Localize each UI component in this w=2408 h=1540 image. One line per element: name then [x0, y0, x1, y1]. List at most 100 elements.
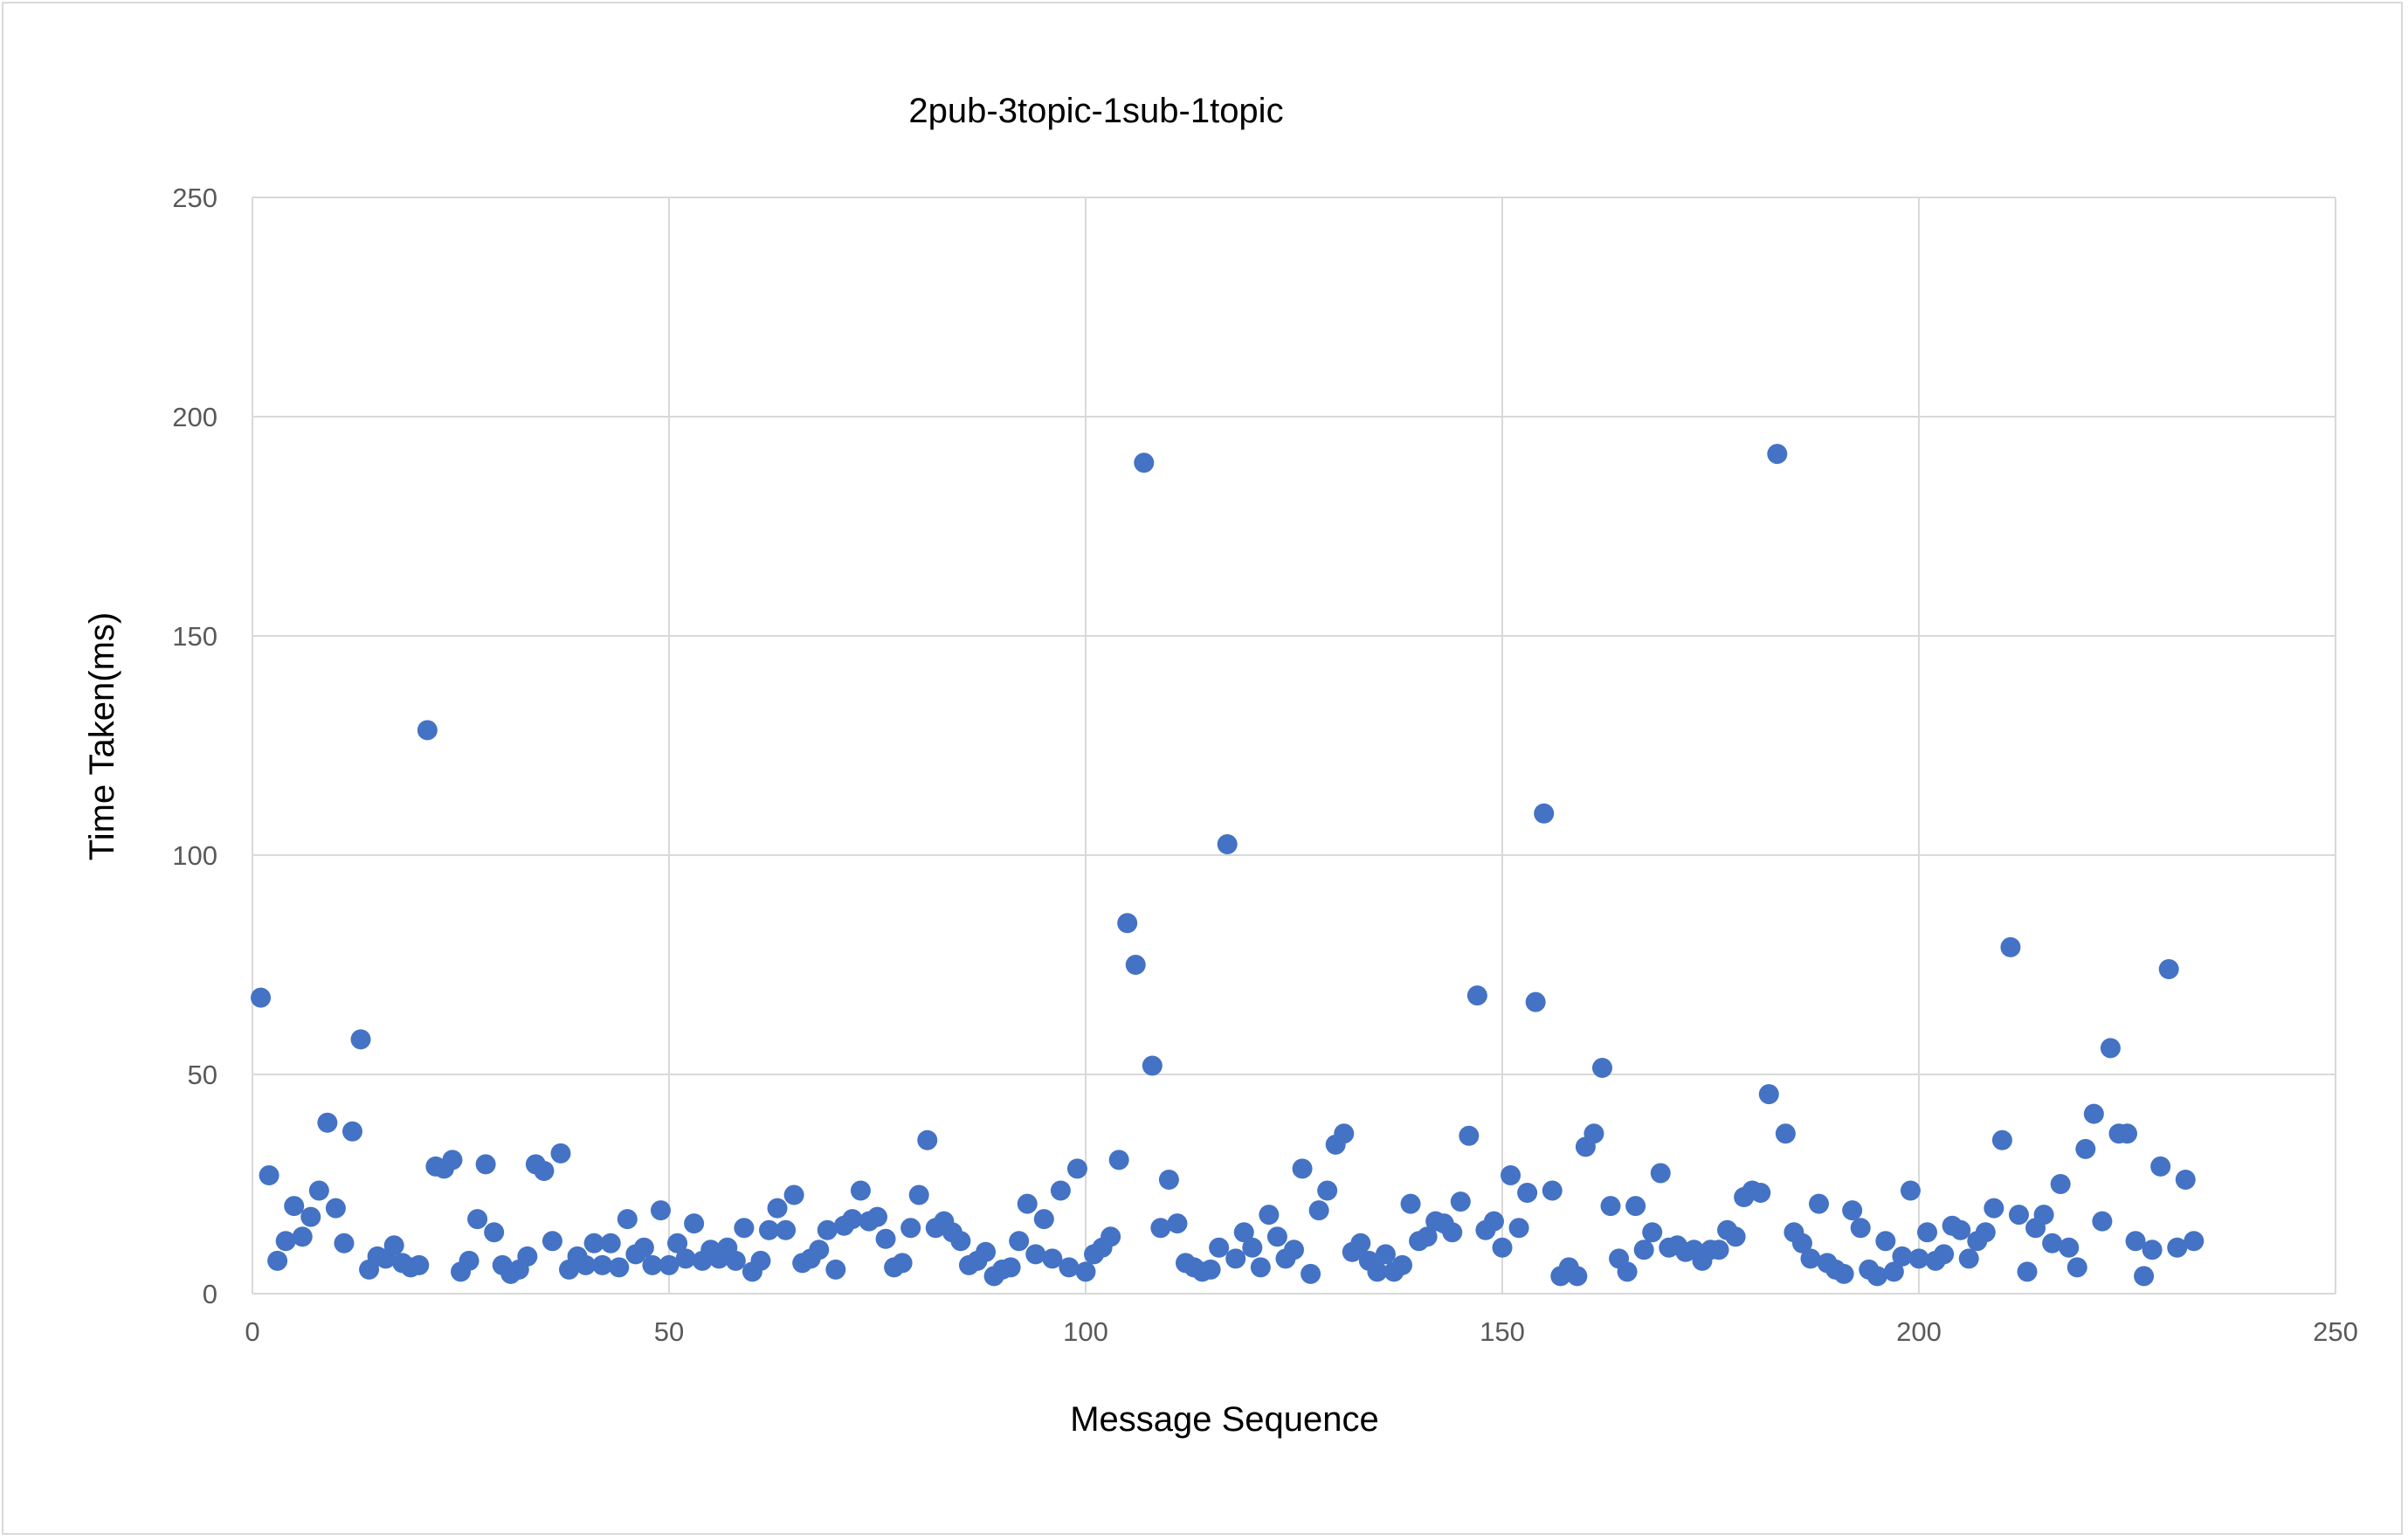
data-point [1417, 1226, 1438, 1247]
data-point [842, 1209, 863, 1230]
data-point [1150, 1218, 1171, 1239]
data-point [1301, 1263, 1321, 1284]
x-axis-title: Message Sequence [1070, 1400, 1379, 1439]
data-point [1292, 1158, 1313, 1179]
data-point [1400, 1193, 1421, 1214]
data-point [1466, 985, 1487, 1006]
data-point [1167, 1213, 1188, 1234]
data-point [1200, 1259, 1221, 1280]
data-point [650, 1200, 671, 1221]
data-point [467, 1209, 488, 1230]
data-point [1059, 1257, 1080, 1278]
data-point [825, 1259, 846, 1280]
data-point [617, 1209, 638, 1230]
y-tick-labels: 0 50 100 150 200 250 [172, 183, 217, 1309]
data-point [284, 1196, 305, 1217]
data-point [1600, 1196, 1621, 1217]
data-point [1125, 955, 1146, 975]
data-point [275, 1231, 296, 1252]
data-point [2150, 1156, 2171, 1177]
data-point [2134, 1266, 2155, 1287]
data-point [1833, 1263, 1854, 1284]
data-point [1908, 1248, 1929, 1269]
data-point [383, 1235, 404, 1256]
data-point [1066, 1158, 1087, 1179]
data-point [2000, 936, 2021, 957]
data-point [1534, 803, 1555, 824]
data-point [1459, 1125, 1480, 1146]
x-tick-label: 50 [654, 1316, 684, 1347]
data-point [1009, 1231, 1030, 1252]
data-point [350, 1029, 371, 1050]
data-point [867, 1206, 887, 1227]
data-point [1650, 1163, 1671, 1184]
data-point [750, 1250, 771, 1271]
data-point [1334, 1123, 1355, 1144]
data-point [308, 1180, 329, 1201]
data-point [1450, 1191, 1471, 1212]
data-point [1767, 444, 1788, 465]
x-tick-label: 200 [1896, 1316, 1942, 1347]
data-point [550, 1143, 571, 1164]
data-point [1225, 1248, 1246, 1269]
data-points [251, 444, 2204, 1287]
data-point [334, 1233, 355, 1253]
data-point [1525, 991, 1546, 1012]
data-point [1642, 1222, 1663, 1243]
data-point [950, 1231, 971, 1252]
data-point [2117, 1123, 2137, 1144]
gridlines [252, 197, 2336, 1295]
data-point [633, 1237, 654, 1258]
data-point [1791, 1233, 1812, 1253]
data-point [2042, 1233, 2063, 1253]
data-point [2100, 1038, 2121, 1059]
data-point [675, 1248, 696, 1269]
data-point [1000, 1257, 1021, 1278]
data-point [1033, 1209, 1054, 1230]
data-point [684, 1213, 705, 1234]
data-point [1866, 1266, 1887, 1287]
data-point [600, 1233, 621, 1253]
data-point [1284, 1240, 1304, 1260]
chart-title: 2pub-3topic-1sub-1topic [908, 92, 1283, 130]
data-point [1809, 1193, 1830, 1214]
data-point [267, 1250, 288, 1271]
data-point [417, 720, 438, 741]
data-point [1392, 1254, 1413, 1275]
data-point [1542, 1180, 1563, 1201]
data-point [2167, 1237, 2188, 1258]
data-point [1758, 1084, 1779, 1105]
data-point [442, 1150, 463, 1171]
data-point [1900, 1180, 1921, 1201]
data-point [809, 1240, 830, 1260]
data-point [659, 1254, 680, 1275]
data-point [667, 1233, 688, 1253]
data-point [1625, 1196, 1646, 1217]
data-point [976, 1241, 997, 1262]
y-tick-label: 100 [172, 840, 217, 871]
data-point [1025, 1244, 1046, 1265]
data-point [317, 1112, 338, 1133]
data-point [2158, 959, 2179, 980]
y-tick-label: 50 [188, 1060, 217, 1090]
x-tick-labels: 0 50 100 150 200 250 [245, 1316, 2357, 1347]
data-point [1367, 1261, 1388, 1282]
data-point [1108, 1150, 1129, 1171]
data-point [484, 1222, 505, 1243]
data-point [251, 987, 272, 1008]
data-point [2125, 1231, 2146, 1252]
x-tick-label: 250 [2313, 1316, 2358, 1347]
data-point [1250, 1257, 1271, 1278]
data-point [292, 1226, 313, 1247]
data-point [1158, 1169, 1179, 1190]
data-point [776, 1219, 797, 1240]
data-point [1442, 1222, 1463, 1243]
x-tick-label: 0 [245, 1316, 259, 1347]
data-point [817, 1219, 838, 1240]
data-point [1050, 1180, 1071, 1201]
data-point [1308, 1200, 1329, 1221]
data-point [459, 1250, 480, 1271]
data-point [342, 1121, 362, 1142]
data-point [850, 1180, 871, 1201]
